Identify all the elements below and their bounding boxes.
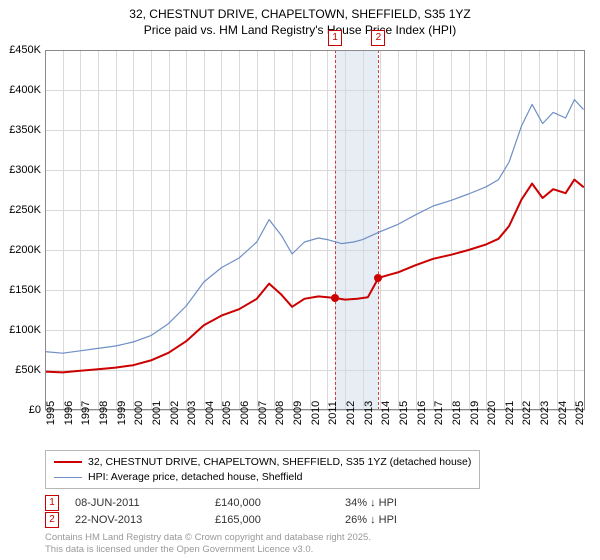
x-axis-label: 2021: [504, 401, 516, 425]
footer-line-1: Contains HM Land Registry data © Crown c…: [45, 532, 371, 544]
sale-index: 1: [45, 495, 59, 511]
legend-label: HPI: Average price, detached house, Shef…: [88, 470, 302, 485]
legend-label: 32, CHESTNUT DRIVE, CHAPELTOWN, SHEFFIEL…: [88, 455, 471, 470]
x-axis-label: 2024: [557, 401, 569, 425]
x-axis-label: 2018: [451, 401, 463, 425]
sale-row: 1 08-JUN-2011£140,00034% ↓ HPI: [45, 495, 465, 511]
y-axis-label: £300K: [9, 164, 41, 176]
legend-swatch: [54, 477, 82, 478]
x-axis-label: 2006: [239, 401, 251, 425]
y-axis-label: £450K: [9, 44, 41, 56]
x-axis-label: 2002: [169, 401, 181, 425]
y-axis-label: £250K: [9, 204, 41, 216]
sale-date: 22-NOV-2013: [75, 514, 215, 526]
x-axis-label: 1999: [116, 401, 128, 425]
x-axis-label: 1995: [45, 401, 57, 425]
x-axis-label: 1996: [63, 401, 75, 425]
sale-date: 08-JUN-2011: [75, 497, 215, 509]
x-axis-label: 1997: [80, 401, 92, 425]
legend-item: HPI: Average price, detached house, Shef…: [54, 470, 471, 485]
x-axis-label: 2004: [204, 401, 216, 425]
x-axis-label: 2025: [574, 401, 586, 425]
x-axis-label: 2019: [469, 401, 481, 425]
x-axis-label: 2003: [186, 401, 198, 425]
y-axis-label: £50K: [15, 364, 41, 376]
sale-price: £165,000: [215, 514, 345, 526]
x-axis-label: 2009: [292, 401, 304, 425]
legend-swatch: [54, 461, 82, 463]
sales-table: 1 08-JUN-2011£140,00034% ↓ HPI 2 22-NOV-201…: [45, 494, 465, 529]
x-axis-label: 2005: [221, 401, 233, 425]
x-axis-label: 2012: [345, 401, 357, 425]
x-axis-label: 2000: [133, 401, 145, 425]
y-axis-label: £100K: [9, 324, 41, 336]
title-subtitle: Price paid vs. HM Land Registry's House …: [0, 22, 600, 38]
chart-container: 32, CHESTNUT DRIVE, CHAPELTOWN, SHEFFIEL…: [0, 0, 600, 560]
y-axis-label: £400K: [9, 84, 41, 96]
sale-marker-number: 2: [371, 30, 385, 46]
y-axis-label: £200K: [9, 244, 41, 256]
footer-line-2: This data is licensed under the Open Gov…: [45, 544, 371, 556]
sale-delta: 34% ↓ HPI: [345, 497, 465, 509]
title-address: 32, CHESTNUT DRIVE, CHAPELTOWN, SHEFFIEL…: [0, 6, 600, 22]
x-axis-label: 2008: [274, 401, 286, 425]
x-axis-label: 2023: [539, 401, 551, 425]
legend-item: 32, CHESTNUT DRIVE, CHAPELTOWN, SHEFFIEL…: [54, 455, 471, 470]
chart-area: 12 £0£50K£100K£150K£200K£250K£300K£350K£…: [45, 50, 585, 410]
x-axis-label: 2014: [380, 401, 392, 425]
x-axis-label: 1998: [98, 401, 110, 425]
y-axis-label: £150K: [9, 284, 41, 296]
x-axis-label: 2022: [521, 401, 533, 425]
x-axis-label: 2020: [486, 401, 498, 425]
sale-index: 2: [45, 512, 59, 528]
x-axis-label: 2017: [433, 401, 445, 425]
x-axis-label: 2007: [257, 401, 269, 425]
footer: Contains HM Land Registry data © Crown c…: [45, 532, 371, 556]
legend: 32, CHESTNUT DRIVE, CHAPELTOWN, SHEFFIEL…: [45, 450, 480, 489]
x-axis-label: 2001: [151, 401, 163, 425]
y-axis-label: £0: [29, 404, 41, 416]
sale-price: £140,000: [215, 497, 345, 509]
sale-delta: 26% ↓ HPI: [345, 514, 465, 526]
x-axis-label: 2013: [363, 401, 375, 425]
x-axis-label: 2011: [327, 401, 339, 425]
x-axis-label: 2016: [416, 401, 428, 425]
sale-row: 2 22-NOV-2013£165,00026% ↓ HPI: [45, 512, 465, 528]
x-axis-label: 2010: [310, 401, 322, 425]
plot-svg: [45, 50, 585, 410]
series-hpi: [45, 100, 583, 354]
x-axis-label: 2015: [398, 401, 410, 425]
sale-marker-number: 1: [328, 30, 342, 46]
title-block: 32, CHESTNUT DRIVE, CHAPELTOWN, SHEFFIEL…: [0, 0, 600, 38]
y-axis-label: £350K: [9, 124, 41, 136]
